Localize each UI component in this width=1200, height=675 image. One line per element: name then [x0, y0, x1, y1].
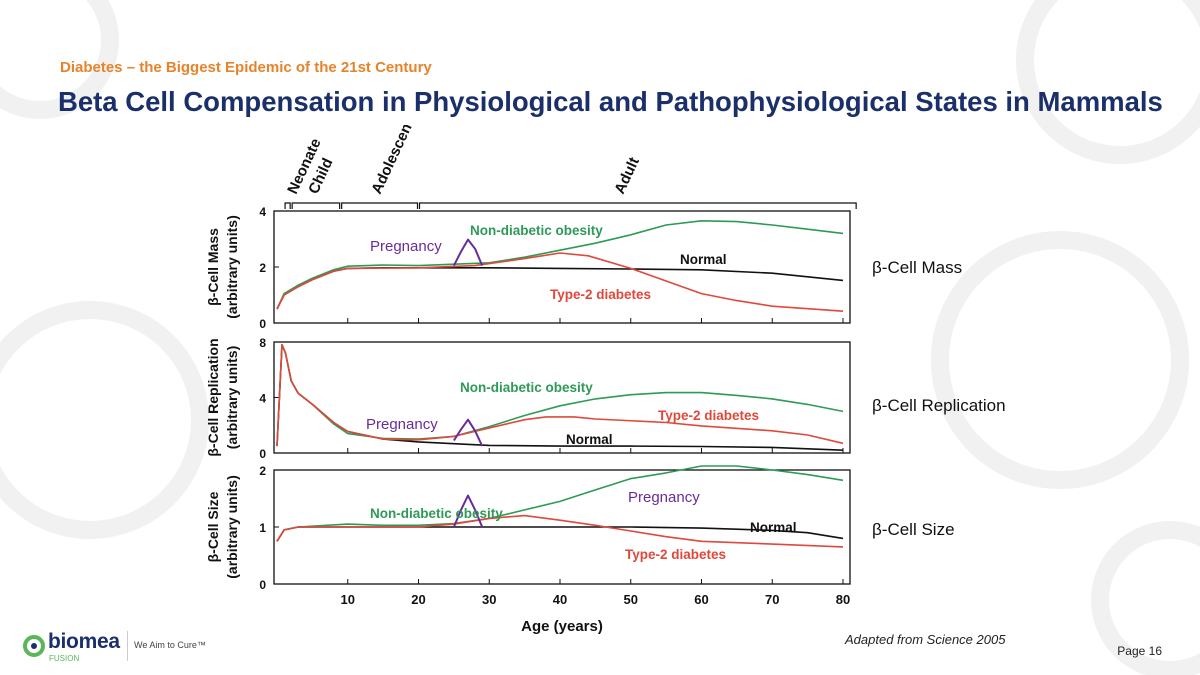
- series-annotation: Type-2 diabetes: [625, 547, 726, 562]
- series-annotation: Normal: [566, 432, 613, 447]
- series-line-non-diabetic-obesity: [276, 344, 844, 447]
- series-annotation: Pregnancy: [370, 238, 442, 255]
- series-annotation: Type-2 diabetes: [658, 408, 759, 423]
- y-tick-label: 0: [259, 578, 266, 592]
- series-annotation: Non-diabetic obesity: [460, 380, 593, 395]
- page-number: Page 16: [1117, 644, 1162, 658]
- x-tick-label: 50: [624, 592, 638, 607]
- series-line-pregnancy: [453, 418, 484, 447]
- series-line-type-2-diabetes: [276, 344, 844, 447]
- source-citation: Adapted from Science 2005: [845, 632, 1006, 647]
- logo-divider: [127, 631, 128, 661]
- y-tick-label: 4: [259, 392, 266, 406]
- x-axis-label: Age (years): [521, 618, 603, 635]
- y-axis-label: (arbitrary units): [224, 346, 240, 449]
- series-line-non-diabetic-obesity: [276, 465, 844, 542]
- series-line-pregnancy: [452, 494, 484, 528]
- slide-title: Beta Cell Compensation in Physiological …: [58, 86, 1163, 117]
- y-axis-label: (arbitrary units): [224, 215, 240, 318]
- panel-label-mass: β-Cell Mass: [872, 258, 963, 277]
- x-tick-label: 40: [553, 592, 567, 607]
- series-annotation: Non-diabetic obesity: [370, 506, 503, 521]
- y-tick-label: 1: [259, 521, 266, 535]
- life-stage-label: Adolescent: [368, 125, 418, 197]
- y-tick-label: 4: [259, 205, 266, 219]
- x-tick-label: 20: [411, 592, 425, 607]
- y-axis-label: β-Cell Size: [205, 491, 221, 562]
- x-tick-label: 60: [694, 592, 708, 607]
- panel-label-size: β-Cell Size: [872, 520, 955, 539]
- y-tick-label: 2: [259, 261, 266, 275]
- panel-label-replication: β-Cell Replication: [872, 396, 1006, 415]
- series-annotation: Non-diabetic obesity: [470, 223, 603, 238]
- series-line-type-2-diabetes: [276, 252, 844, 312]
- series-annotation: Normal: [750, 520, 797, 535]
- y-tick-label: 0: [259, 317, 266, 331]
- x-tick-label: 70: [765, 592, 779, 607]
- slide-subtitle: Diabetes – the Biggest Epidemic of the 2…: [60, 59, 432, 76]
- series-annotation: Pregnancy: [366, 416, 438, 433]
- series-annotation: Pregnancy: [628, 489, 700, 506]
- series-line-pregnancy: [453, 238, 484, 267]
- y-axis-label: β-Cell Replication: [205, 338, 221, 456]
- series-annotation: Type-2 diabetes: [550, 287, 651, 302]
- series-line-non-diabetic-obesity: [276, 220, 844, 310]
- series-line-type-2-diabetes: [276, 514, 844, 548]
- x-tick-label: 80: [836, 592, 850, 607]
- y-axis-label: (arbitrary units): [224, 475, 240, 578]
- y-axis-label: β-Cell Mass: [205, 228, 221, 306]
- life-stage-bracket: [341, 202, 419, 209]
- x-tick-label: 30: [482, 592, 496, 607]
- y-tick-label: 2: [259, 464, 266, 478]
- logo-mark-icon: [23, 635, 45, 657]
- series-annotation: Normal: [680, 252, 727, 267]
- life-stage-bracket: [291, 202, 341, 209]
- logo-tagline: We Aim to Cure™: [134, 640, 206, 650]
- life-stage-bracket: [284, 202, 291, 209]
- y-tick-label: 0: [259, 447, 266, 461]
- x-tick-label: 10: [341, 592, 355, 607]
- y-tick-label: 8: [259, 336, 266, 350]
- life-stage-bracket: [418, 202, 857, 209]
- logo-subtext: FUSION: [49, 654, 80, 663]
- logo-wordmark: biomea: [48, 630, 120, 653]
- life-stage-label: Adult: [611, 155, 643, 197]
- biomea-logo: biomea FUSION We Aim to Cure™: [22, 628, 222, 664]
